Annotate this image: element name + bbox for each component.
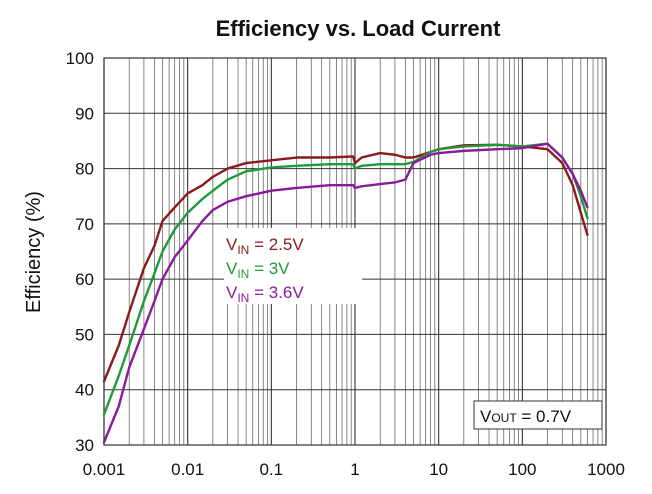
legend-label-sub: IN	[237, 243, 249, 257]
y-tick-label: 40	[75, 381, 94, 400]
y-axis-label: Efficiency (%)	[23, 191, 45, 313]
legend-entry-vin-3v: VIN = 3V	[226, 259, 290, 281]
legend-label-rest: = 3.6V	[249, 283, 304, 302]
vout-annotation: VOUT = 0.7V	[480, 407, 572, 426]
y-tick-label: 30	[75, 436, 94, 455]
major-grid	[103, 57, 607, 446]
y-tick-label: 90	[75, 104, 94, 123]
x-tick-label: 1000	[587, 460, 625, 479]
legend-entry-vin-2-5v: VIN = 2.5V	[226, 235, 304, 257]
x-tick-label: 0.001	[83, 460, 126, 479]
chart-title: Efficiency vs. Load Current	[216, 16, 502, 41]
y-tick-label: 80	[75, 160, 94, 179]
y-tick-label: 60	[75, 270, 94, 289]
series-line-2	[102, 142, 589, 444]
series-line-1	[102, 142, 589, 416]
legend-label-main: V	[226, 259, 238, 278]
legend-background	[224, 228, 362, 304]
legend-label-rest: = 2.5V	[249, 235, 304, 254]
x-axis-ticks: 0.001 0.01 0.1 1 10 100 1000	[83, 460, 625, 479]
y-tick-label: 70	[75, 215, 94, 234]
x-tick-label: 0.1	[260, 460, 284, 479]
y-tick-label: 100	[66, 49, 94, 68]
vout-label-rest: = 0.7V	[517, 407, 572, 426]
legend-label-main: V	[226, 283, 238, 302]
y-tick-label: 50	[75, 325, 94, 344]
x-tick-label: 10	[429, 460, 448, 479]
legend-label-rest: = 3V	[249, 259, 290, 278]
series-layer	[102, 142, 589, 444]
legend-label-main: V	[226, 235, 238, 254]
x-tick-label: 1	[350, 460, 359, 479]
legend-label-sub: IN	[237, 291, 249, 305]
x-tick-label: 0.01	[171, 460, 204, 479]
x-tick-label: 100	[508, 460, 536, 479]
plot-frame	[103, 57, 607, 446]
vout-label-sub: OUT	[491, 411, 517, 425]
legend-entry-vin-3-6v: VIN = 3.6V	[226, 283, 304, 305]
y-axis-ticks: 30 40 50 60 70 80 90 100	[66, 49, 94, 455]
legend-label-sub: IN	[237, 267, 249, 281]
vout-annotation-box	[473, 400, 603, 430]
vout-label-main: V	[480, 407, 492, 426]
